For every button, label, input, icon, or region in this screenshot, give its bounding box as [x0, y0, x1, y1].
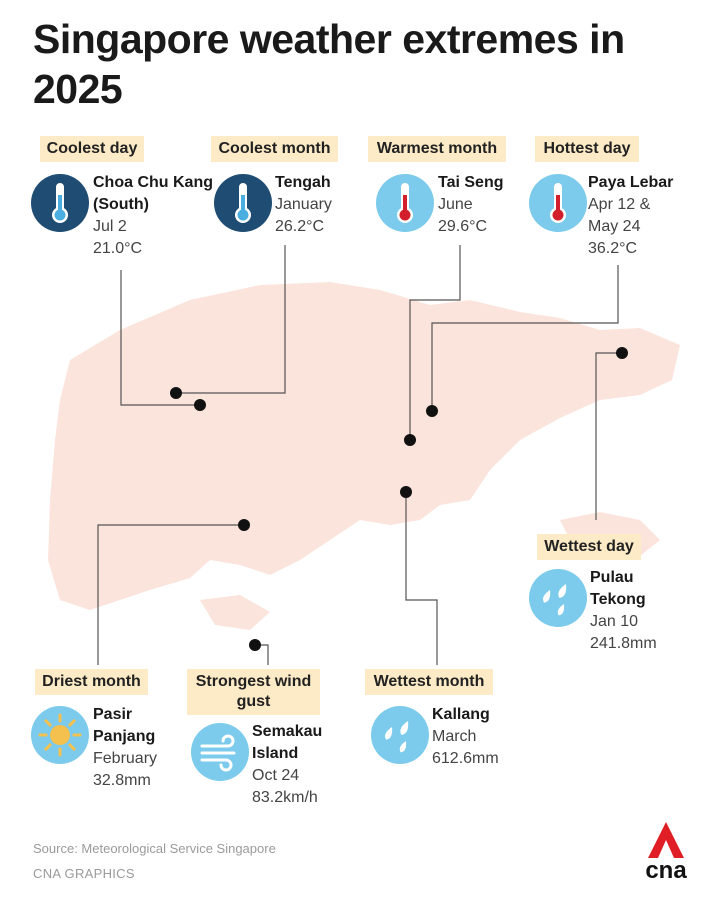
card-icon	[371, 706, 429, 764]
wind-line	[200, 734, 235, 748]
rain-drop	[543, 590, 551, 603]
card-detail: 83.2km/h	[252, 789, 318, 806]
rain-drop	[385, 727, 393, 740]
card-icon	[529, 174, 587, 232]
thermometer-level	[58, 195, 62, 215]
card-detail: Jan 10	[590, 613, 639, 630]
card-place: Pasir Panjang	[93, 706, 156, 745]
leader-line	[409, 245, 461, 440]
card-place: Semakau Island	[252, 723, 323, 762]
card-label: Coolest day	[40, 136, 144, 162]
island-shape	[48, 282, 680, 610]
card-info: Tengah January 26.2°C	[275, 172, 365, 238]
card-info: Choa Chu Kang (South) Jul 2 21.0°C	[93, 172, 213, 260]
thermometer-level-bulb	[237, 209, 249, 221]
card-detail: 26.2°C	[275, 218, 325, 235]
credit: CNA GRAPHICS	[33, 866, 135, 881]
thermometer-level	[556, 195, 560, 215]
card-place: Tengah	[275, 174, 331, 191]
thermometer-level-bulb	[552, 209, 564, 221]
icon-bg	[371, 706, 429, 764]
card-label: Wettest day	[537, 534, 641, 560]
rain-drop	[557, 604, 565, 616]
islet	[200, 595, 270, 630]
card-label: Warmest month	[368, 136, 506, 162]
card-info: Tai Seng June 29.6°C	[438, 172, 528, 238]
card-detail: January	[275, 196, 332, 213]
card-icon	[191, 723, 249, 781]
card-detail: February	[93, 750, 158, 767]
location-dot	[404, 434, 416, 446]
card-detail: 32.8mm	[93, 772, 151, 789]
logo: cna	[645, 822, 687, 884]
leader-line	[405, 492, 438, 665]
card-info: Semakau Island Oct 24 83.2km/h	[252, 721, 332, 809]
location-dots	[170, 347, 628, 651]
card-icon	[529, 569, 587, 627]
card-info: Pulau Tekong Jan 10 241.8mm	[590, 567, 665, 655]
card-place: Choa Chu Kang (South)	[93, 174, 213, 213]
card-detail: 29.6°C	[438, 218, 488, 235]
location-dot	[400, 486, 412, 498]
icon-bg	[529, 569, 587, 627]
card-detail: 21.0°C	[93, 240, 143, 257]
leader-line	[595, 352, 622, 520]
card-place: Pulau Tekong	[590, 569, 646, 608]
source: Source: Meteorological Service Singapore	[33, 841, 276, 856]
card-icon	[214, 174, 272, 232]
thermometer-level	[403, 195, 407, 215]
card-info: Paya Lebar Apr 12 & May 24 36.2°C	[588, 172, 698, 260]
card-detail: Apr 12 &	[588, 196, 651, 213]
location-dot	[238, 519, 250, 531]
card-label: Strongest wind gust	[187, 669, 320, 715]
leader-line	[176, 245, 286, 394]
location-dot	[616, 347, 628, 359]
location-dot	[426, 405, 438, 417]
logo-text: cna	[645, 857, 687, 884]
card-info: Kallang March 612.6mm	[432, 704, 522, 770]
leader-lines	[97, 245, 622, 665]
rain-drop	[400, 721, 409, 735]
sun-ray	[44, 743, 52, 751]
card-info: Pasir Panjang February 32.8mm	[93, 704, 168, 792]
card-detail: March	[432, 728, 477, 745]
card-detail: 36.2°C	[588, 240, 638, 257]
wind-line	[200, 758, 233, 772]
card-label: Coolest month	[211, 136, 338, 162]
location-dot	[249, 639, 261, 651]
card-place: Kallang	[432, 706, 490, 723]
rain-drop	[558, 584, 567, 598]
card-icon	[31, 706, 89, 764]
card-place: Tai Seng	[438, 174, 504, 191]
sun	[50, 725, 70, 745]
thermometer-level	[241, 195, 245, 215]
location-dot	[170, 387, 182, 399]
sun-ray	[68, 743, 76, 751]
logo-mark	[648, 822, 684, 858]
card-detail: 241.8mm	[590, 635, 657, 652]
title: Singapore weather extremes in 2025	[33, 16, 625, 112]
card-label: Hottest day	[535, 136, 639, 162]
sun-ray	[44, 719, 52, 727]
thermometer-level-bulb	[399, 209, 411, 221]
card-icon	[376, 174, 434, 232]
card-detail: June	[438, 196, 473, 213]
leader-line	[97, 524, 244, 665]
thermometer-level-bulb	[54, 209, 66, 221]
leader-line	[120, 270, 200, 406]
card-detail: Jul 2	[93, 218, 127, 235]
card-place: Paya Lebar	[588, 174, 674, 191]
leader-line	[431, 265, 619, 411]
card-icon	[31, 174, 89, 232]
card-label: Driest month	[35, 669, 148, 695]
card-detail: May 24	[588, 218, 641, 235]
card-detail: 612.6mm	[432, 750, 499, 767]
card-label: Wettest month	[365, 669, 493, 695]
location-dot	[194, 399, 206, 411]
rain-drop	[399, 741, 407, 753]
card-detail: Oct 24	[252, 767, 300, 784]
sun-ray	[68, 719, 76, 727]
